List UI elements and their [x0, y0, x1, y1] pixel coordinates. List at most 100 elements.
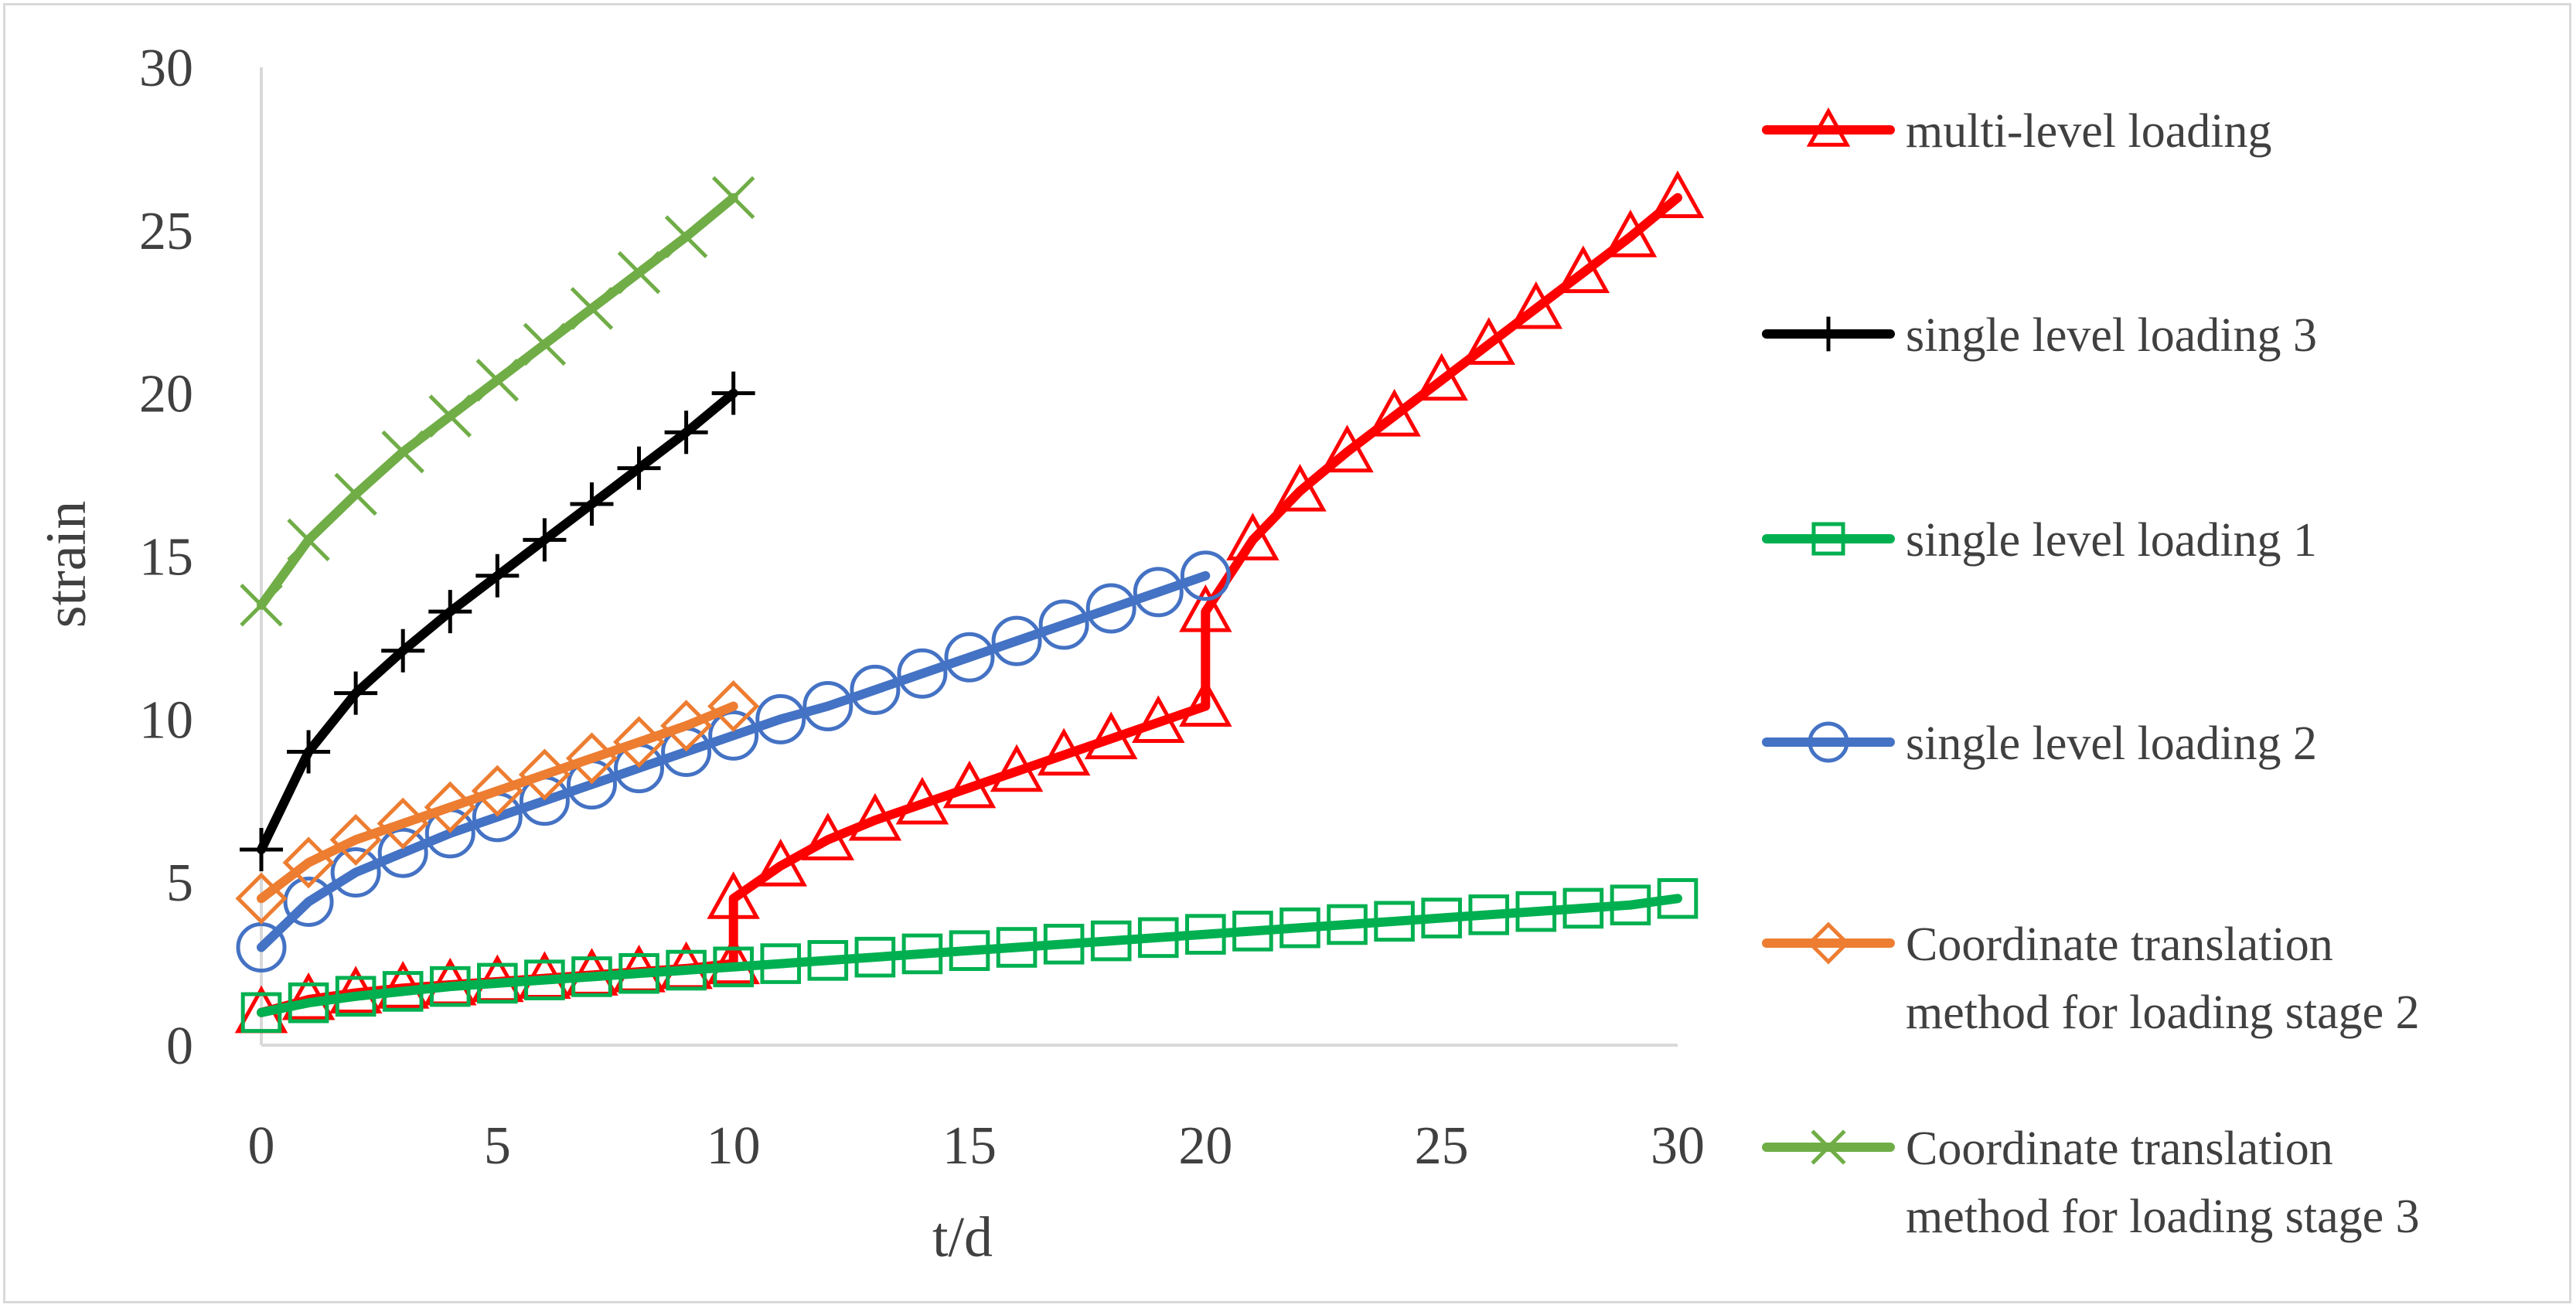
data-point-x	[1811, 1129, 1846, 1165]
data-point-square	[618, 952, 659, 994]
series-line	[257, 192, 738, 610]
y-tick-label: 25	[139, 202, 193, 261]
data-point-diamond	[377, 797, 429, 850]
data-point-triangle	[1368, 389, 1421, 437]
series-line	[257, 894, 1682, 1017]
y-tick-label: 20	[139, 365, 193, 424]
data-point-square	[996, 927, 1038, 968]
data-point-diamond	[518, 748, 571, 801]
data-point-square	[1043, 923, 1085, 965]
data-point-triangle	[1509, 281, 1563, 329]
x-axis-title: t/d	[932, 1206, 993, 1269]
x-tick-label: 10	[707, 1116, 761, 1176]
x-stroke	[1811, 1129, 1846, 1165]
data-point-square	[240, 992, 282, 1034]
legend-item: multi-level loading	[1762, 105, 2272, 158]
data-point-square	[335, 976, 377, 1017]
data-point-circle	[850, 664, 901, 715]
data-point-triangle	[1806, 107, 1851, 147]
data-point-diamond	[1807, 921, 1850, 965]
y-tick-label: 15	[139, 528, 193, 588]
series-line	[257, 388, 738, 854]
data-point-plus	[428, 590, 472, 634]
data-point-square	[477, 962, 518, 1004]
data-point-circle	[897, 648, 948, 699]
data-point-x	[570, 287, 614, 330]
data-point-diamond	[707, 680, 760, 733]
legend-item: single level loading 1	[1762, 514, 2317, 567]
data-point-x	[287, 518, 330, 562]
data-point-triangle	[942, 760, 997, 809]
data-point-plus	[381, 628, 425, 673]
data-point-square	[1374, 901, 1415, 942]
data-point-square	[571, 956, 612, 997]
data-point-x	[381, 430, 424, 474]
x-tick-label: 20	[1178, 1116, 1232, 1176]
data-point-x	[475, 359, 520, 402]
data-point-diamond	[329, 813, 382, 866]
data-point-plus	[523, 518, 567, 562]
data-point-diamond	[565, 732, 618, 785]
data-point-square	[807, 940, 849, 981]
x-stroke	[287, 518, 330, 562]
data-point-plus	[617, 446, 661, 490]
data-point-circle	[755, 693, 806, 744]
data-point-x	[617, 250, 661, 295]
data-point-circle	[1808, 721, 1849, 763]
y-tick-label: 10	[139, 690, 193, 750]
data-point-circle	[944, 632, 995, 683]
data-point-square	[1468, 894, 1510, 935]
data-point-x	[428, 394, 472, 438]
data-point-plus	[711, 371, 755, 415]
data-point-triangle	[707, 871, 760, 919]
data-point-square	[854, 936, 896, 978]
series-4	[236, 550, 1231, 972]
data-point-triangle	[1226, 513, 1279, 560]
data-point-square	[1137, 917, 1179, 959]
x-stroke	[523, 322, 567, 366]
data-point-plus	[334, 671, 378, 715]
legend-item: single level loading 3	[1762, 309, 2317, 362]
data-point-diamond	[660, 700, 713, 752]
data-point-square	[1421, 898, 1462, 938]
data-point-x	[711, 175, 755, 220]
data-point-circle	[377, 827, 428, 878]
x-tick-label: 30	[1651, 1116, 1705, 1176]
y-tick-label: 30	[139, 39, 193, 98]
data-point-square	[949, 930, 990, 972]
data-point-circle	[1180, 550, 1231, 601]
data-point-diamond	[612, 716, 666, 768]
x-stroke	[334, 472, 377, 516]
data-point-circle	[283, 876, 334, 927]
data-point-square	[1279, 907, 1320, 949]
data-point-diamond	[424, 781, 476, 833]
chart-frame	[3, 3, 2571, 1303]
data-point-x	[240, 583, 283, 627]
legend-label: single level loading 2	[1906, 717, 2317, 770]
data-point-square	[1185, 914, 1226, 955]
data-point-triangle	[707, 936, 760, 985]
data-point-square	[382, 971, 424, 1012]
data-point-triangle	[754, 838, 807, 887]
series-6	[240, 175, 755, 627]
data-point-triangle	[1462, 317, 1515, 365]
data-point-plus	[664, 410, 708, 455]
data-point-plus	[287, 730, 331, 774]
legend-label: method for loading stage 2	[1906, 986, 2420, 1039]
data-point-plus	[475, 554, 520, 598]
data-point-square	[1090, 920, 1132, 962]
legend-label: Coordinate translation	[1906, 1122, 2333, 1175]
x-tick-label: 25	[1415, 1116, 1469, 1176]
x-stroke	[711, 175, 755, 220]
x-stroke	[570, 287, 614, 330]
data-point-circle	[1085, 583, 1136, 634]
data-point-triangle	[1179, 584, 1232, 632]
legend-item: single level loading 2	[1762, 717, 2317, 770]
legend-label: single level loading 1	[1906, 514, 2317, 567]
data-point-triangle	[990, 744, 1044, 792]
data-point-triangle	[1603, 209, 1658, 257]
data-point-x	[334, 472, 377, 516]
series-2	[240, 371, 755, 871]
legend-label: Coordinate translation	[1906, 918, 2333, 971]
